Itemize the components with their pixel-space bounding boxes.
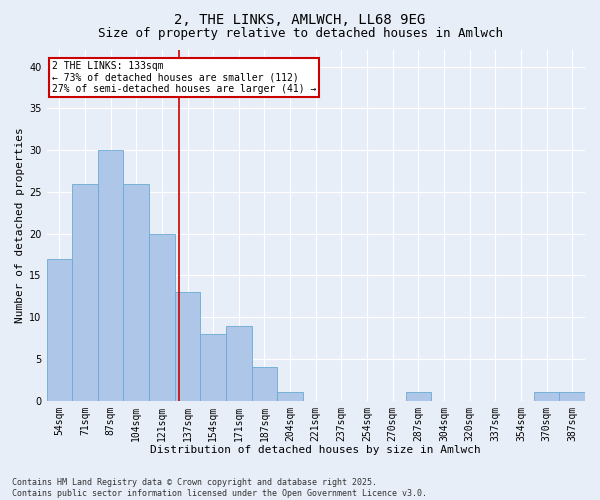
Bar [98, 150, 124, 401]
Bar [534, 392, 559, 400]
Bar [559, 392, 585, 400]
Bar [175, 292, 200, 401]
X-axis label: Distribution of detached houses by size in Amlwch: Distribution of detached houses by size … [151, 445, 481, 455]
Bar [149, 234, 175, 400]
Bar [251, 368, 277, 400]
Y-axis label: Number of detached properties: Number of detached properties [15, 128, 25, 323]
Bar [277, 392, 303, 400]
Text: Size of property relative to detached houses in Amlwch: Size of property relative to detached ho… [97, 28, 503, 40]
Bar [226, 326, 251, 400]
Bar [47, 259, 72, 400]
Bar [72, 184, 98, 400]
Text: 2 THE LINKS: 133sqm
← 73% of detached houses are smaller (112)
27% of semi-detac: 2 THE LINKS: 133sqm ← 73% of detached ho… [52, 60, 316, 94]
Bar [124, 184, 149, 400]
Text: Contains HM Land Registry data © Crown copyright and database right 2025.
Contai: Contains HM Land Registry data © Crown c… [12, 478, 427, 498]
Text: 2, THE LINKS, AMLWCH, LL68 9EG: 2, THE LINKS, AMLWCH, LL68 9EG [175, 12, 425, 26]
Bar [200, 334, 226, 400]
Bar [406, 392, 431, 400]
